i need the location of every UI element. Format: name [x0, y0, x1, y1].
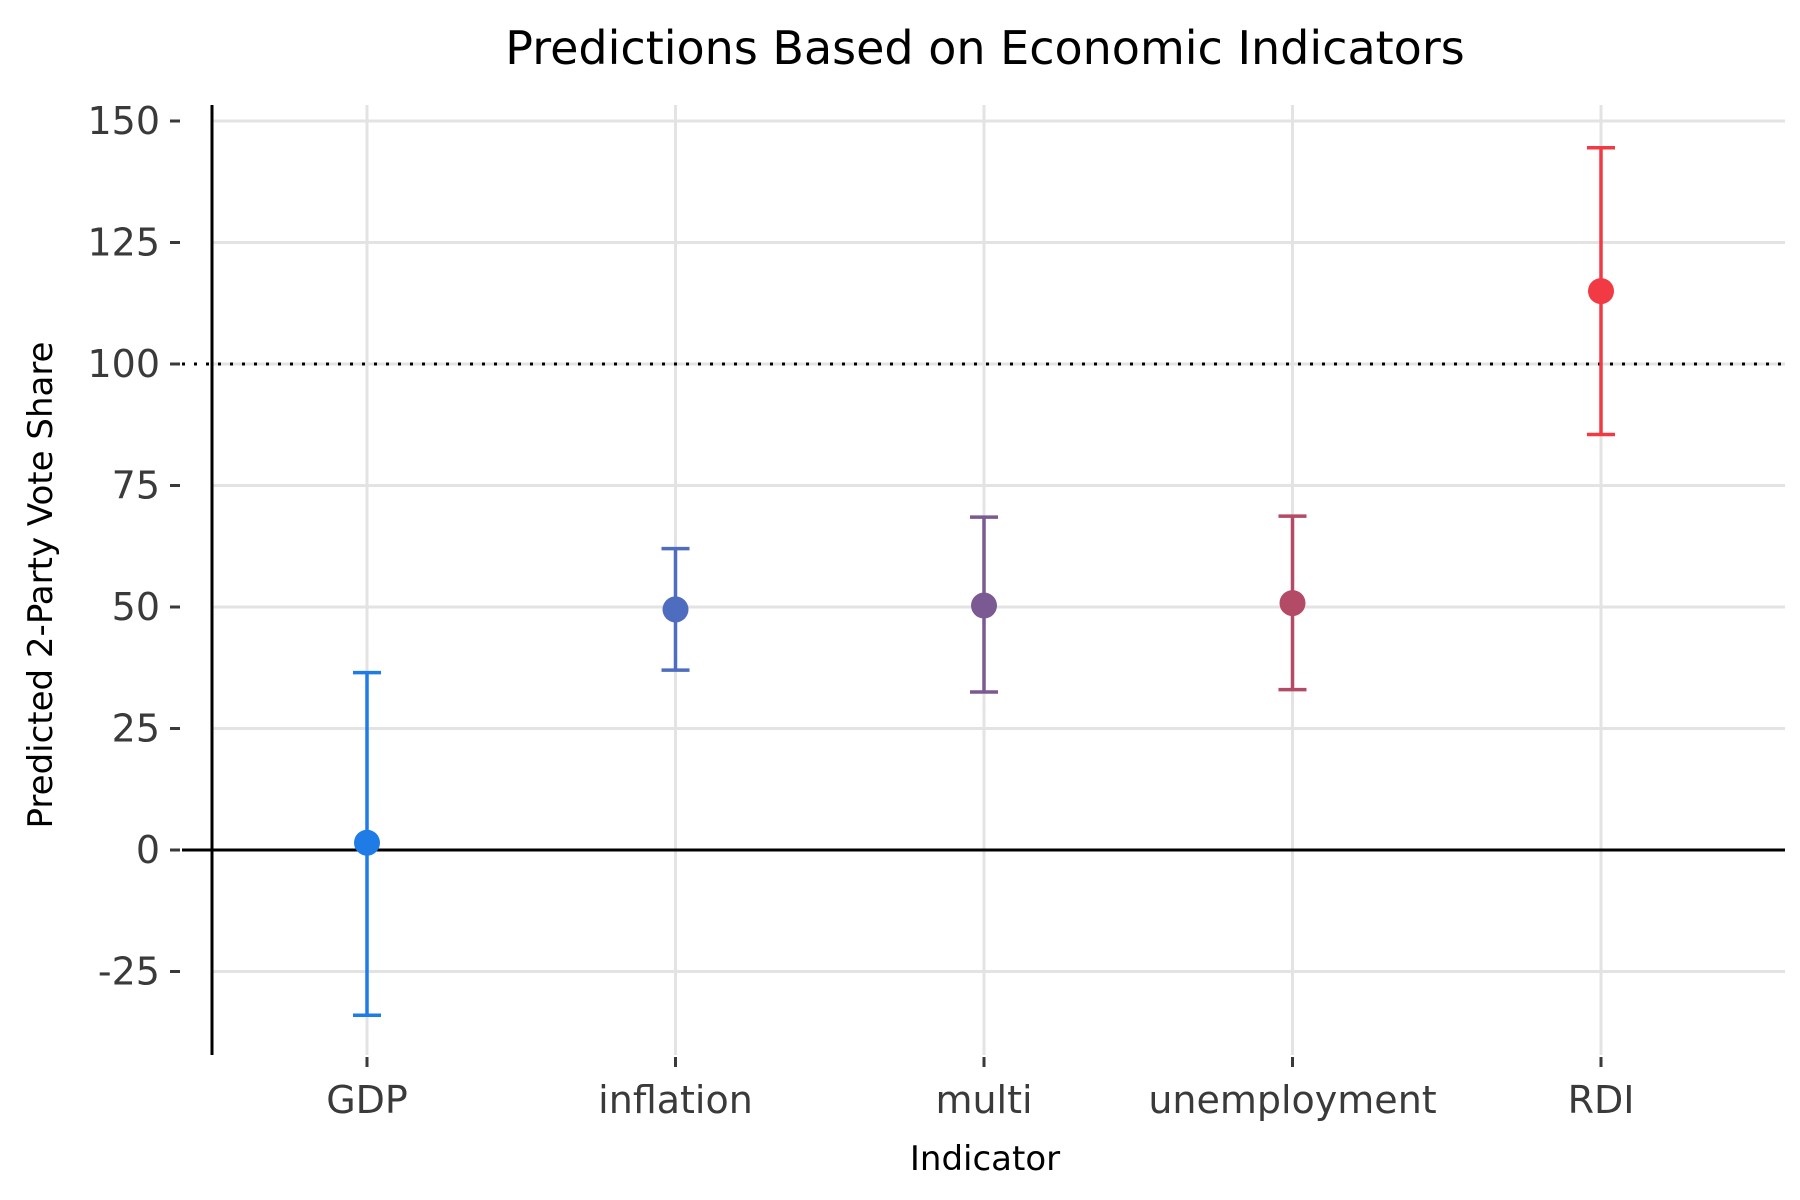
data-point [1588, 278, 1614, 305]
y-tick-label: 100 [87, 342, 160, 386]
data-point [1279, 590, 1306, 617]
point-group-rdi [1587, 145, 1615, 437]
chart-title: Predictions Based on Economic Indicators [505, 21, 1464, 75]
point-group-multi [970, 515, 998, 694]
y-tick-label: 25 [112, 707, 160, 751]
data-point [662, 596, 689, 623]
x-tick-label: multi [935, 1078, 1032, 1122]
point-group-inflation [661, 546, 690, 672]
x-axis-title: Indicator [910, 1139, 1060, 1179]
x-tick-label: inflation [598, 1078, 753, 1122]
y-tick-label: 75 [112, 464, 160, 508]
x-tick-label: GDP [326, 1078, 408, 1122]
y-tick-label: 150 [87, 99, 160, 143]
data-point [354, 829, 380, 856]
point-group-gdp [353, 670, 381, 1017]
x-tick-label: RDI [1568, 1078, 1635, 1122]
y-tick-label: 0 [136, 828, 160, 872]
label-layer: -25 0 25 50 75 100 125 150 GDP inflation multi unem… [87, 99, 1634, 1122]
y-tick-label: 125 [87, 221, 160, 265]
mark-layer [353, 145, 1615, 1017]
data-point [971, 592, 997, 619]
y-axis-title: Predicted 2-Party Vote Share [21, 342, 61, 829]
point-group-unemployment [1278, 514, 1307, 692]
y-tick-label: -25 [98, 950, 160, 994]
x-tick-label: unemployment [1148, 1078, 1436, 1122]
y-tick-label: 50 [112, 585, 160, 629]
grid-layer [212, 105, 1785, 1055]
axis-layer [170, 105, 1785, 1067]
